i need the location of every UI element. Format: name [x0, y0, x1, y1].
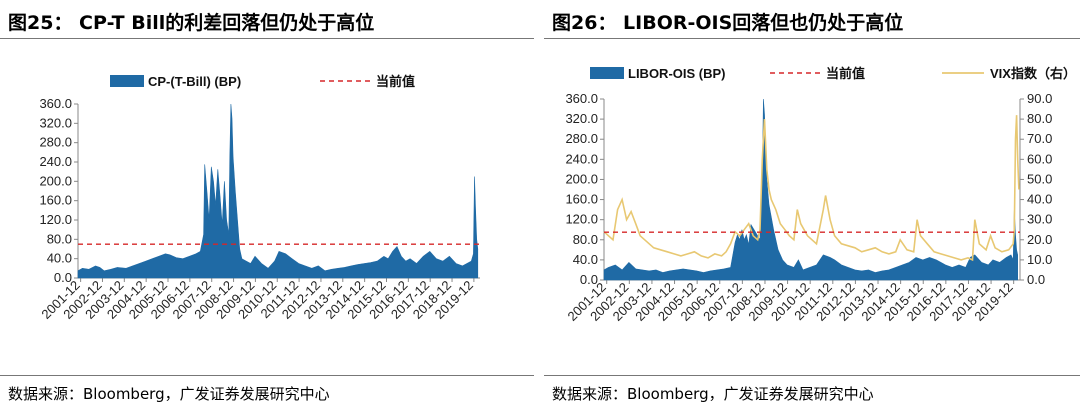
- y-tick-label: 120.0: [39, 212, 72, 227]
- chart-title: 图26： LIBOR-OIS回落但也仍处于高位: [552, 12, 904, 34]
- y2-tick-label: 0.0: [1027, 272, 1045, 287]
- y-tick-label: 360.0: [565, 91, 598, 106]
- chart-panel-cp-tbill: 图25： CP-T Bill的利差回落但仍处于高位 0.0 40.0 80.0 120…: [0, 0, 534, 414]
- series-line-vix: [603, 115, 1020, 262]
- y2-tick-label: 70.0: [1027, 131, 1052, 146]
- y-tick-label: 200.0: [39, 173, 72, 188]
- y-tick-label: 320.0: [565, 111, 598, 126]
- chart-title: 图25： CP-T Bill的利差回落但仍处于高位: [8, 12, 375, 34]
- legend-swatch-area: [590, 67, 624, 79]
- legend-item: 当前值: [770, 66, 865, 81]
- y-tick-label: 240.0: [39, 154, 72, 169]
- y-tick-label: 120.0: [565, 212, 598, 227]
- source-divider: [544, 375, 1080, 376]
- series-area-0: [77, 103, 479, 279]
- y-tick-label: 160.0: [565, 192, 598, 207]
- source-divider: [0, 375, 534, 376]
- y2-tick-label: 60.0: [1027, 151, 1052, 166]
- y-tick-label: 40.0: [47, 251, 72, 266]
- y-tick-label: 360.0: [39, 96, 72, 111]
- y2-tick-label: 80.0: [1027, 111, 1052, 126]
- y-tick-label: 320.0: [39, 115, 72, 130]
- series-area-1: [603, 98, 1018, 281]
- chart-source: 数据来源：Bloomberg，广发证券发展研究中心: [552, 385, 874, 403]
- y2-tick-label: 10.0: [1027, 252, 1052, 267]
- y2-tick-label: 50.0: [1027, 171, 1052, 186]
- y-tick-label: 160.0: [39, 193, 72, 208]
- libor-ois-chart: 0.0 40.0 80.0 120.0 160.0 200.0 240.0 280.0 320.…: [564, 66, 1076, 324]
- y-tick-label: 240.0: [565, 151, 598, 166]
- y-tick-label: 80.0: [47, 231, 72, 246]
- legend-swatch-area: [110, 75, 144, 87]
- legend-item: VIX指数（右）: [942, 66, 1076, 81]
- y2-tick-label: 30.0: [1027, 212, 1052, 227]
- legend-item: CP-(T-Bill) (BP): [110, 74, 241, 89]
- title-divider: [0, 38, 534, 39]
- cp-tbill-chart: 0.0 40.0 80.0 120.0 160.0 200.0 240.0 280.0 320.…: [38, 74, 480, 322]
- title-divider: [544, 38, 1080, 39]
- y-tick-label: 200.0: [565, 171, 598, 186]
- chart-panel-libor-ois: 图26： LIBOR-OIS回落但也仍处于高位 0.0 40.0 80.0 120.0…: [544, 0, 1080, 414]
- chart-source: 数据来源：Bloomberg，广发证券发展研究中心: [8, 385, 330, 403]
- y2-tick-label: 40.0: [1027, 192, 1052, 207]
- y-tick-label: 80.0: [573, 232, 598, 247]
- y2-tick-label: 20.0: [1027, 232, 1052, 247]
- legend-item: LIBOR-OIS (BP): [590, 66, 726, 81]
- y-tick-label: 0.0: [54, 270, 72, 285]
- legend-label: 当前值: [376, 74, 415, 89]
- legend-label: LIBOR-OIS (BP): [628, 66, 726, 81]
- y-tick-label: 40.0: [573, 252, 598, 267]
- legend-label: VIX指数（右）: [990, 66, 1076, 81]
- y-tick-label: 0.0: [580, 272, 598, 287]
- legend-label: 当前值: [826, 66, 865, 81]
- legend-item: 当前值: [320, 74, 415, 89]
- y-tick-label: 280.0: [39, 135, 72, 150]
- y-tick-label: 280.0: [565, 131, 598, 146]
- y2-tick-label: 90.0: [1027, 91, 1052, 106]
- legend-label: CP-(T-Bill) (BP): [148, 74, 241, 89]
